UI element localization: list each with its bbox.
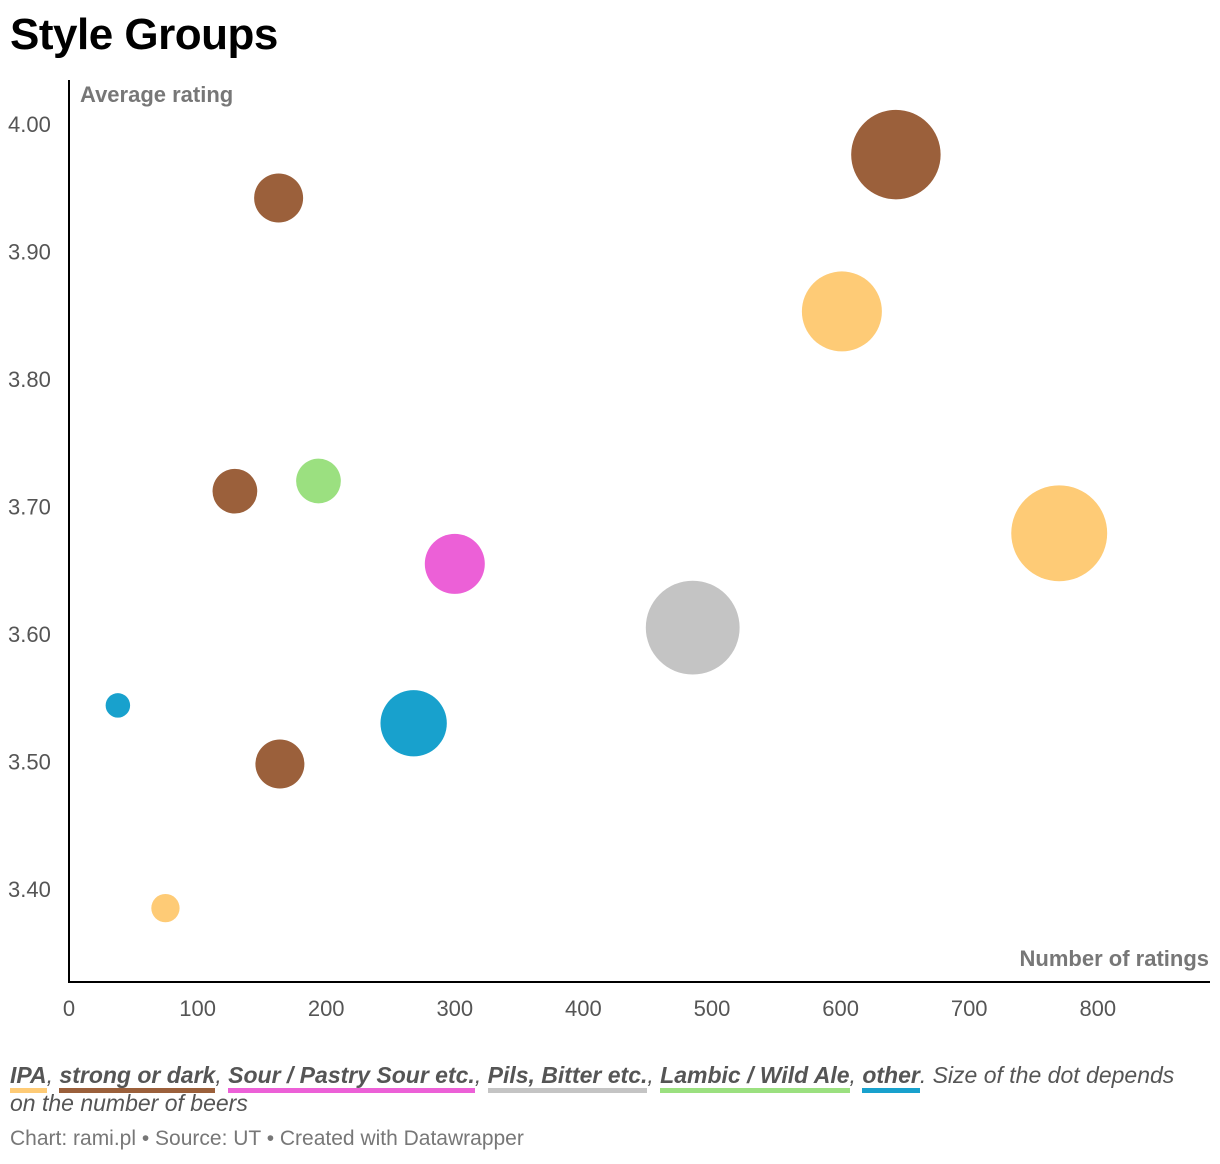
legend-note: . Size of the dot depends on the number … [10,1062,1175,1116]
y-tick-label: 3.60 [8,622,51,647]
bubble-point[interactable] [801,271,882,352]
bubble-point[interactable] [1011,485,1108,582]
y-tick-label: 3.90 [8,240,51,265]
bubble-point[interactable] [424,533,485,594]
y-axis-ticks: 3.40 3.50 3.60 3.70 3.80 3.90 4.00 [8,112,51,902]
legend-item: Sour / Pastry Sour etc. [228,1062,475,1093]
bubble-point[interactable] [296,458,341,504]
x-tick-label: 300 [436,996,473,1021]
legend-item: IPA [10,1062,47,1093]
x-tick-label: 800 [1079,996,1116,1021]
y-tick-label: 3.50 [8,750,51,775]
legend: IPA, strong or dark, Sour / Pastry Sour … [10,1062,1175,1116]
x-tick-label: 0 [63,996,75,1021]
bubble-point[interactable] [851,109,941,200]
bubble-point[interactable] [255,739,305,789]
bubble-point[interactable] [254,173,304,223]
x-tick-label: 700 [951,996,988,1021]
bubble-point[interactable] [105,693,131,718]
x-tick-label: 600 [822,996,859,1021]
scatter-chart: 3.40 3.50 3.60 3.70 3.80 3.90 4.00 0 100 200 300 4… [8,80,1210,1021]
x-tick-label: 200 [308,996,345,1021]
legend-item: strong or dark [59,1062,216,1093]
bubble-point[interactable] [645,580,740,675]
x-axis-ticks: 0 100 200 300 400 500 600 700 800 [63,996,1116,1021]
x-axis-label: Number of ratings [1020,946,1209,971]
x-tick-label: 400 [565,996,602,1021]
bubble-point[interactable] [151,893,180,923]
x-tick-label: 500 [694,996,731,1021]
legend-item: other [862,1062,920,1093]
bubbles [105,109,1108,923]
chart-title: Style Groups [10,10,278,59]
y-axis-label: Average rating [80,82,233,107]
legend-item: Pils, Bitter etc. [487,1062,648,1093]
y-tick-label: 4.00 [8,112,51,137]
bubble-point[interactable] [380,690,447,757]
legend-item: Lambic / Wild Ale [660,1062,850,1093]
x-tick-label: 100 [179,996,216,1021]
y-tick-label: 3.40 [8,877,51,902]
y-tick-label: 3.70 [8,495,51,520]
bubble-point[interactable] [212,468,258,514]
footer-credits: Chart: rami.pl • Source: UT • Created wi… [10,1127,524,1150]
y-tick-label: 3.80 [8,367,51,392]
